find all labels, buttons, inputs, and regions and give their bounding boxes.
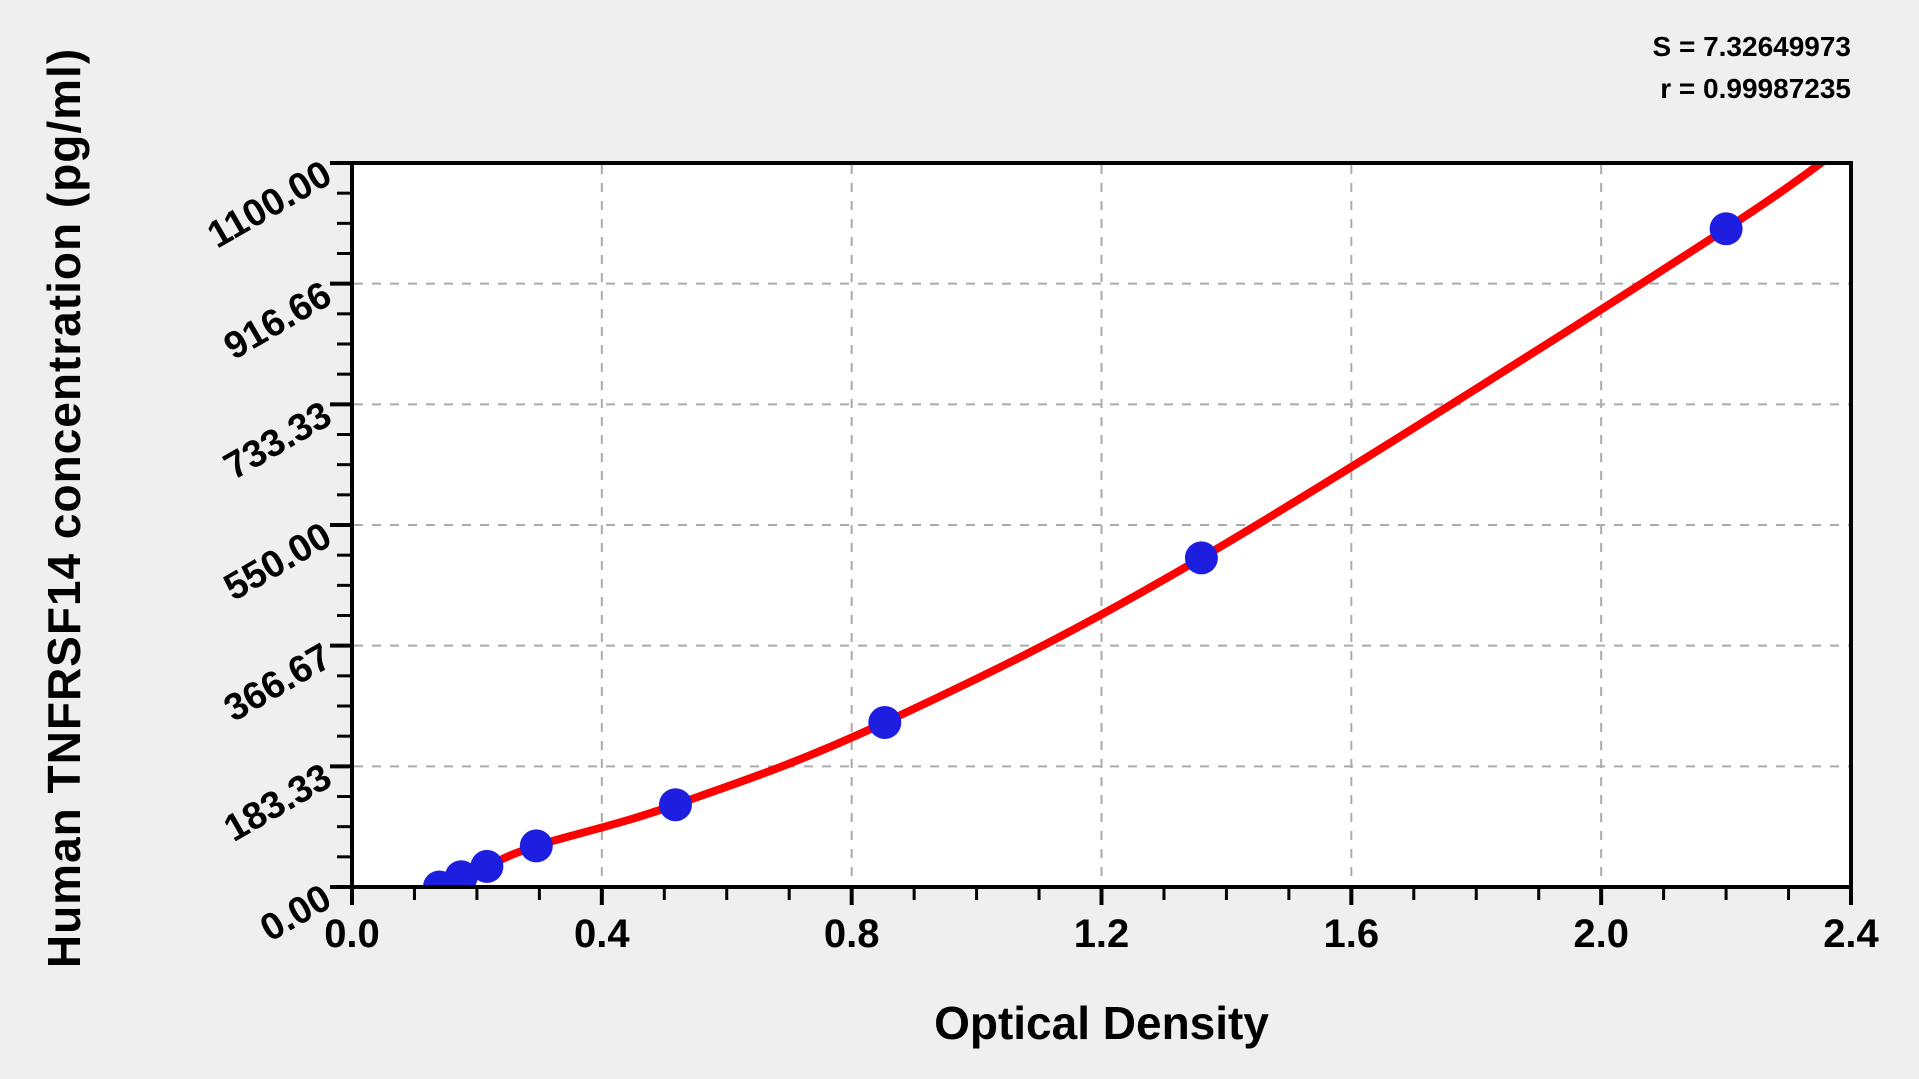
data-point (659, 788, 692, 822)
plot-frame (350, 161, 1853, 889)
x-tick-label: 0.0 (324, 912, 380, 956)
fit-s-value: S = 7.32649973 (1652, 31, 1851, 62)
data-point (444, 860, 478, 887)
data-point (868, 706, 902, 739)
x-axis-title: Optical Density (934, 997, 1269, 1049)
data-point (470, 849, 504, 883)
x-tick-label: 0.4 (574, 912, 630, 956)
x-tick-label: 0.8 (823, 912, 880, 956)
data-point (519, 829, 553, 863)
x-tick-label: 2.0 (1573, 912, 1629, 956)
fit-statistics: S = 7.32649973 r = 0.99987235 (1652, 26, 1851, 110)
data-point (1184, 541, 1218, 575)
x-tick-label: 1.6 (1323, 912, 1380, 956)
x-tick-label: 2.4 (1823, 912, 1879, 956)
data-point (1709, 212, 1743, 246)
x-tick-label: 1.2 (1073, 912, 1130, 956)
fit-r-value: r = 0.99987235 (1660, 73, 1851, 104)
